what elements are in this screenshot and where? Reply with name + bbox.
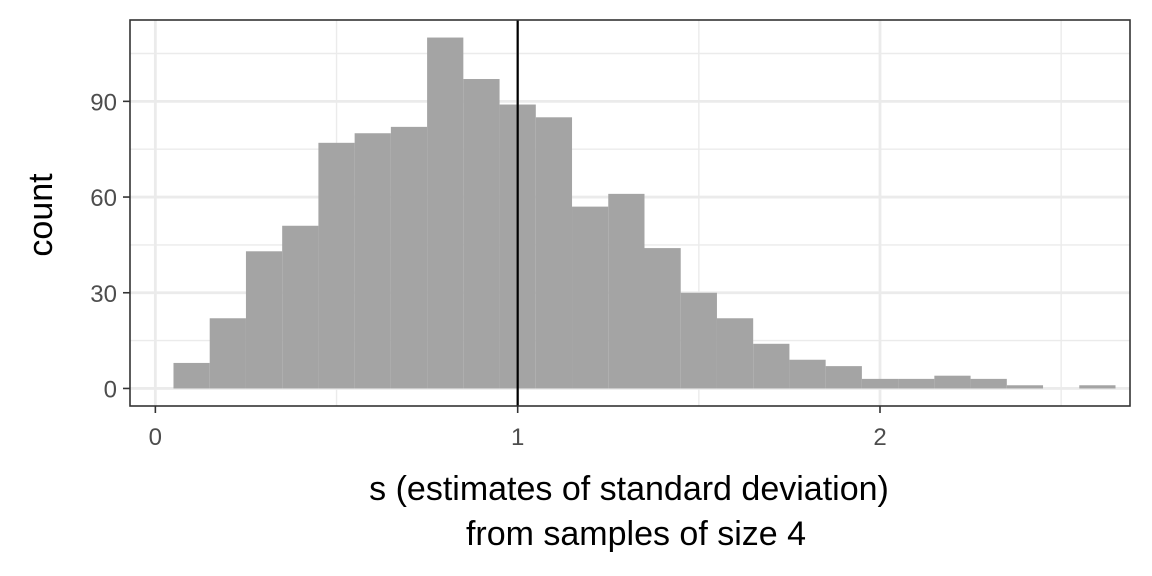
histogram-bar <box>898 378 935 389</box>
histogram-bar <box>825 366 862 389</box>
x-axis-title-line1: s (estimates of standard deviation) <box>369 470 889 508</box>
histogram-bar <box>861 378 899 389</box>
x-axis-ticks: 0 1 2 <box>149 406 887 451</box>
histogram-bar <box>535 117 573 389</box>
histogram-bar <box>1006 385 1044 389</box>
histogram-bar <box>644 248 681 389</box>
x-axis-title-line2: from samples of size 4 <box>466 515 806 553</box>
y-tick-label: 30 <box>90 281 117 308</box>
y-tick-label: 0 <box>104 376 117 403</box>
histogram-bar <box>970 378 1007 389</box>
histogram-bar <box>354 133 391 389</box>
histogram-bar <box>680 292 717 389</box>
histogram-bar <box>282 225 319 389</box>
histogram-bars <box>173 37 1116 389</box>
y-axis-ticks: 0 30 60 90 <box>90 89 130 403</box>
histogram-bar <box>716 318 754 389</box>
histogram-bar <box>934 375 971 389</box>
histogram-bar <box>390 126 428 389</box>
y-axis-title: count <box>22 173 60 257</box>
histogram-bar <box>427 37 464 389</box>
histogram-bar <box>173 362 210 389</box>
histogram-bar <box>463 79 500 389</box>
histogram-bar <box>245 251 283 389</box>
histogram-bar <box>789 359 826 389</box>
x-tick-label: 0 <box>149 424 162 451</box>
panel-border <box>129 19 1131 407</box>
x-tick-label: 1 <box>511 424 524 451</box>
y-tick-label: 90 <box>90 89 117 116</box>
x-tick-label: 2 <box>873 424 886 451</box>
histogram-bar <box>572 206 609 389</box>
y-tick-label: 60 <box>90 185 117 212</box>
histogram-bar <box>753 343 790 389</box>
histogram-bar <box>608 193 645 389</box>
histogram-bar <box>318 142 355 389</box>
histogram-bar <box>209 318 246 389</box>
histogram-bar <box>1079 385 1116 389</box>
